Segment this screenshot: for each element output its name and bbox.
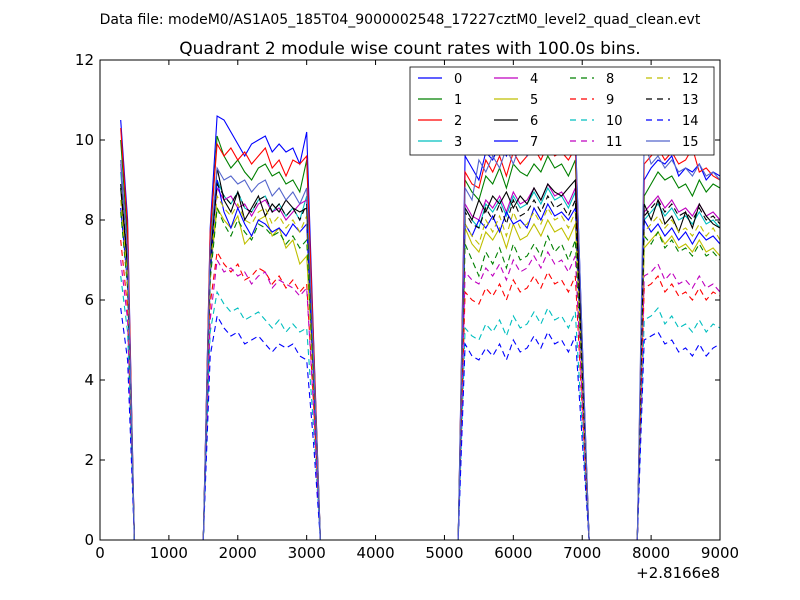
x-tick-label: 3000	[288, 544, 326, 562]
x-tick-label: 1000	[150, 544, 188, 562]
x-tick-label: 4000	[356, 544, 394, 562]
y-tick-label: 0	[84, 531, 94, 549]
y-tick-label: 8	[84, 211, 94, 229]
x-axis: 0 1000 2000 3000 4000 5000 6000 7000 8000 9000	[95, 60, 739, 562]
legend-label-9: 9	[606, 93, 614, 108]
x-tick-label: 6000	[494, 544, 532, 562]
legend-label-4: 4	[530, 72, 538, 87]
legend-label-11: 11	[606, 135, 623, 150]
legend-label-3: 3	[454, 135, 462, 150]
x-tick-label: 8000	[632, 544, 670, 562]
y-tick-label: 2	[84, 451, 94, 469]
y-tick-label: 10	[75, 131, 94, 149]
x-tick-label: 5000	[425, 544, 463, 562]
legend-label-14: 14	[682, 114, 699, 129]
series-2-line	[120, 127, 720, 540]
series-1-line	[120, 135, 720, 540]
legend-label-2: 2	[454, 114, 462, 129]
legend-label-5: 5	[530, 93, 538, 108]
legend-label-7: 7	[530, 135, 538, 150]
x-tick-label: 2000	[219, 544, 257, 562]
legend-label-8: 8	[606, 72, 614, 87]
legend-label-0: 0	[454, 72, 462, 87]
legend-label-1: 1	[454, 93, 462, 108]
series-5-line	[120, 187, 720, 540]
legend-label-6: 6	[530, 114, 538, 129]
legend-label-13: 13	[682, 93, 699, 108]
series-7-line	[120, 179, 720, 540]
series-3-line	[120, 171, 720, 540]
suptitle: Data file: modeM0/AS1A05_185T04_90000025…	[100, 12, 701, 28]
chart-title: Quadrant 2 module wise count rates with …	[179, 39, 640, 59]
legend-frame	[409, 66, 715, 156]
series-6-line	[120, 167, 720, 540]
x-offset-label: +2.8166e8	[636, 564, 720, 582]
y-tick-label: 6	[84, 291, 94, 309]
legend-label-10: 10	[606, 114, 623, 129]
series-0-line	[120, 115, 720, 540]
legend-label-15: 15	[682, 135, 699, 150]
x-tick-label: 0	[95, 544, 105, 562]
legend-label-12: 12	[682, 72, 699, 87]
series-14-line	[120, 307, 720, 540]
x-tick-label: 9000	[701, 544, 739, 562]
series-12-line	[120, 194, 720, 540]
series-9-line	[120, 239, 720, 540]
x-tick-label: 7000	[563, 544, 601, 562]
y-tick-label: 4	[84, 371, 94, 389]
y-tick-label: 12	[75, 51, 94, 69]
series-layer	[120, 115, 720, 540]
series-15-line	[120, 126, 720, 540]
